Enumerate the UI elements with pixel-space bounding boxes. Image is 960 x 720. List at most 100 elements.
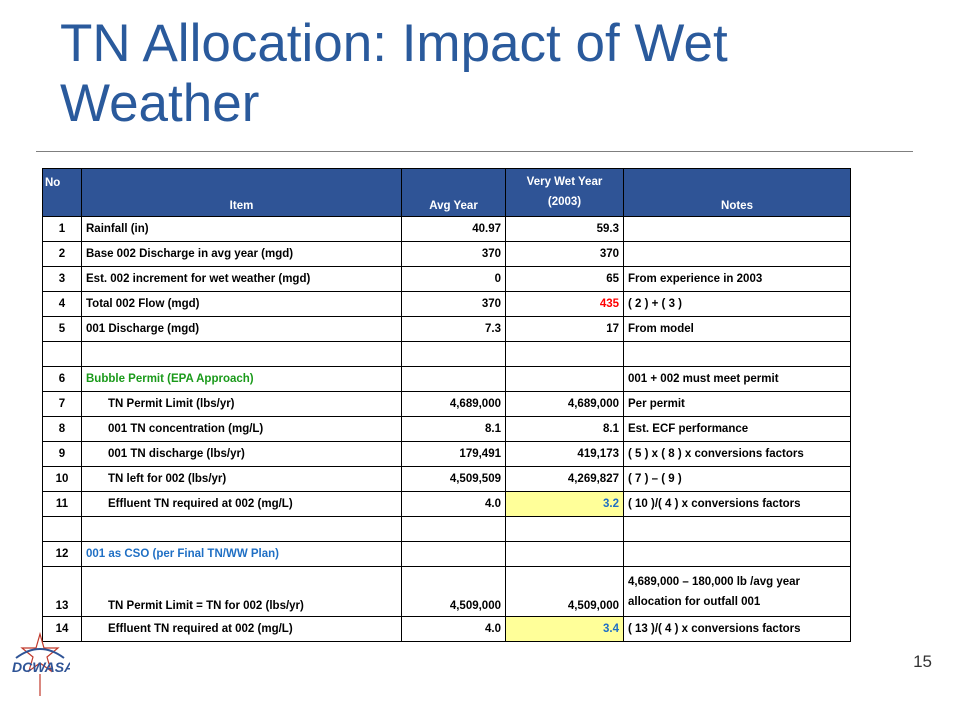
logo-text: DCWASA <box>12 659 70 675</box>
row-avg-year: 40.97 <box>401 216 506 242</box>
row-notes: From model <box>623 316 851 342</box>
row-very-wet-year: 17 <box>505 316 624 342</box>
row-notes: ( 5 ) x ( 8 ) x conversions factors <box>623 441 851 467</box>
row-notes <box>623 216 851 242</box>
row-notes: ( 13 )/( 4 ) x conversions factors <box>623 616 851 642</box>
row-no: 13 <box>42 566 82 617</box>
tn-allocation-table: No Item Avg Year Very Wet Year (2003) No… <box>42 168 851 642</box>
table-row: 5 001 Discharge (mgd) 7.3 17 From model <box>42 316 851 342</box>
row-avg-year: 8.1 <box>401 416 506 442</box>
row-notes: 4,689,000 – 180,000 lb /avg year allocat… <box>623 566 851 617</box>
table-row: 13 TN Permit Limit = TN for 002 (lbs/yr)… <box>42 566 851 617</box>
row-avg-year: 0 <box>401 266 506 292</box>
row-very-wet-year: 59.3 <box>505 216 624 242</box>
row-avg-year <box>401 541 506 567</box>
title-divider <box>36 151 913 152</box>
row-very-wet-year-highlight: 3.2 <box>505 491 624 517</box>
row-item: TN left for 002 (lbs/yr) <box>81 466 402 492</box>
table-header-row: No Item Avg Year Very Wet Year (2003) No… <box>42 168 851 217</box>
row-avg-year: 370 <box>401 241 506 267</box>
row-no: 12 <box>42 541 82 567</box>
row-item: TN Permit Limit = TN for 002 (lbs/yr) <box>81 566 402 617</box>
table-row: 1 Rainfall (in) 40.97 59.3 <box>42 216 851 242</box>
row-notes: Per permit <box>623 391 851 417</box>
row-avg-year: 4.0 <box>401 616 506 642</box>
dcwasa-logo: DCWASA <box>12 631 70 696</box>
row-item: 001 Discharge (mgd) <box>81 316 402 342</box>
page-number: 15 <box>913 652 932 671</box>
row-very-wet-year: 4,689,000 <box>505 391 624 417</box>
row-no: 2 <box>42 241 82 267</box>
row-item: TN Permit Limit (lbs/yr) <box>81 391 402 417</box>
row-no <box>42 516 82 542</box>
row-no: 9 <box>42 441 82 467</box>
row-very-wet-year: 435 <box>505 291 624 317</box>
table-row: 2 Base 002 Discharge in avg year (mgd) 3… <box>42 241 851 267</box>
row-very-wet-year: 370 <box>505 241 624 267</box>
row-no: 4 <box>42 291 82 317</box>
row-avg-year: 4,509,000 <box>401 566 506 617</box>
row-very-wet-year <box>505 366 624 392</box>
slide-title: TN Allocation: Impact of Wet Weather <box>60 14 728 133</box>
row-very-wet-year: 4,269,827 <box>505 466 624 492</box>
row-no: 3 <box>42 266 82 292</box>
row-no: 7 <box>42 391 82 417</box>
row-very-wet-year <box>505 341 624 367</box>
row-notes: 001 + 002 must meet permit <box>623 366 851 392</box>
table-row: 8 001 TN concentration (mg/L) 8.1 8.1 Es… <box>42 416 851 442</box>
row-avg-year <box>401 341 506 367</box>
table-row: 3 Est. 002 increment for wet weather (mg… <box>42 266 851 292</box>
row-notes: ( 10 )/( 4 ) x conversions factors <box>623 491 851 517</box>
row-very-wet-year <box>505 516 624 542</box>
header-very-wet-year: Very Wet Year (2003) <box>505 168 624 217</box>
row-no: 8 <box>42 416 82 442</box>
row-item: Effluent TN required at 002 (mg/L) <box>81 616 402 642</box>
row-very-wet-year: 419,173 <box>505 441 624 467</box>
table-row: 14 Effluent TN required at 002 (mg/L) 4.… <box>42 616 851 642</box>
row-item: Total 002 Flow (mgd) <box>81 291 402 317</box>
header-item: Item <box>81 168 402 217</box>
table-row-blank <box>42 341 851 367</box>
row-very-wet-year: 8.1 <box>505 416 624 442</box>
row-item: Est. 002 increment for wet weather (mgd) <box>81 266 402 292</box>
row-notes <box>623 541 851 567</box>
row-item: Bubble Permit (EPA Approach) <box>81 366 402 392</box>
row-notes: From experience in 2003 <box>623 266 851 292</box>
row-notes: Est. ECF performance <box>623 416 851 442</box>
row-item: Rainfall (in) <box>81 216 402 242</box>
row-item: Effluent TN required at 002 (mg/L) <box>81 491 402 517</box>
row-item: Base 002 Discharge in avg year (mgd) <box>81 241 402 267</box>
row-no <box>42 341 82 367</box>
row-avg-year: 4,689,000 <box>401 391 506 417</box>
row-avg-year <box>401 366 506 392</box>
row-avg-year: 4,509,509 <box>401 466 506 492</box>
row-very-wet-year: 4,509,000 <box>505 566 624 617</box>
row-item <box>81 341 402 367</box>
row-item: 001 as CSO (per Final TN/WW Plan) <box>81 541 402 567</box>
row-no: 1 <box>42 216 82 242</box>
header-no: No <box>42 168 82 217</box>
row-avg-year: 7.3 <box>401 316 506 342</box>
row-no: 10 <box>42 466 82 492</box>
table-row: 4 Total 002 Flow (mgd) 370 435 ( 2 ) + (… <box>42 291 851 317</box>
row-item: 001 TN discharge (lbs/yr) <box>81 441 402 467</box>
table-row: 9 001 TN discharge (lbs/yr) 179,491 419,… <box>42 441 851 467</box>
row-notes <box>623 516 851 542</box>
row-item <box>81 516 402 542</box>
row-notes: ( 7 ) – ( 9 ) <box>623 466 851 492</box>
table-row-section: 6 Bubble Permit (EPA Approach) 001 + 002… <box>42 366 851 392</box>
table-row: 10 TN left for 002 (lbs/yr) 4,509,509 4,… <box>42 466 851 492</box>
row-no: 14 <box>42 616 82 642</box>
table-row-section: 12 001 as CSO (per Final TN/WW Plan) <box>42 541 851 567</box>
header-avg-year: Avg Year <box>401 168 506 217</box>
row-notes: ( 2 ) + ( 3 ) <box>623 291 851 317</box>
row-no: 11 <box>42 491 82 517</box>
header-notes: Notes <box>623 168 851 217</box>
row-avg-year <box>401 516 506 542</box>
table-row: 7 TN Permit Limit (lbs/yr) 4,689,000 4,6… <box>42 391 851 417</box>
row-notes <box>623 241 851 267</box>
table-row-blank <box>42 516 851 542</box>
row-avg-year: 4.0 <box>401 491 506 517</box>
table-row: 11 Effluent TN required at 002 (mg/L) 4.… <box>42 491 851 517</box>
row-no: 6 <box>42 366 82 392</box>
